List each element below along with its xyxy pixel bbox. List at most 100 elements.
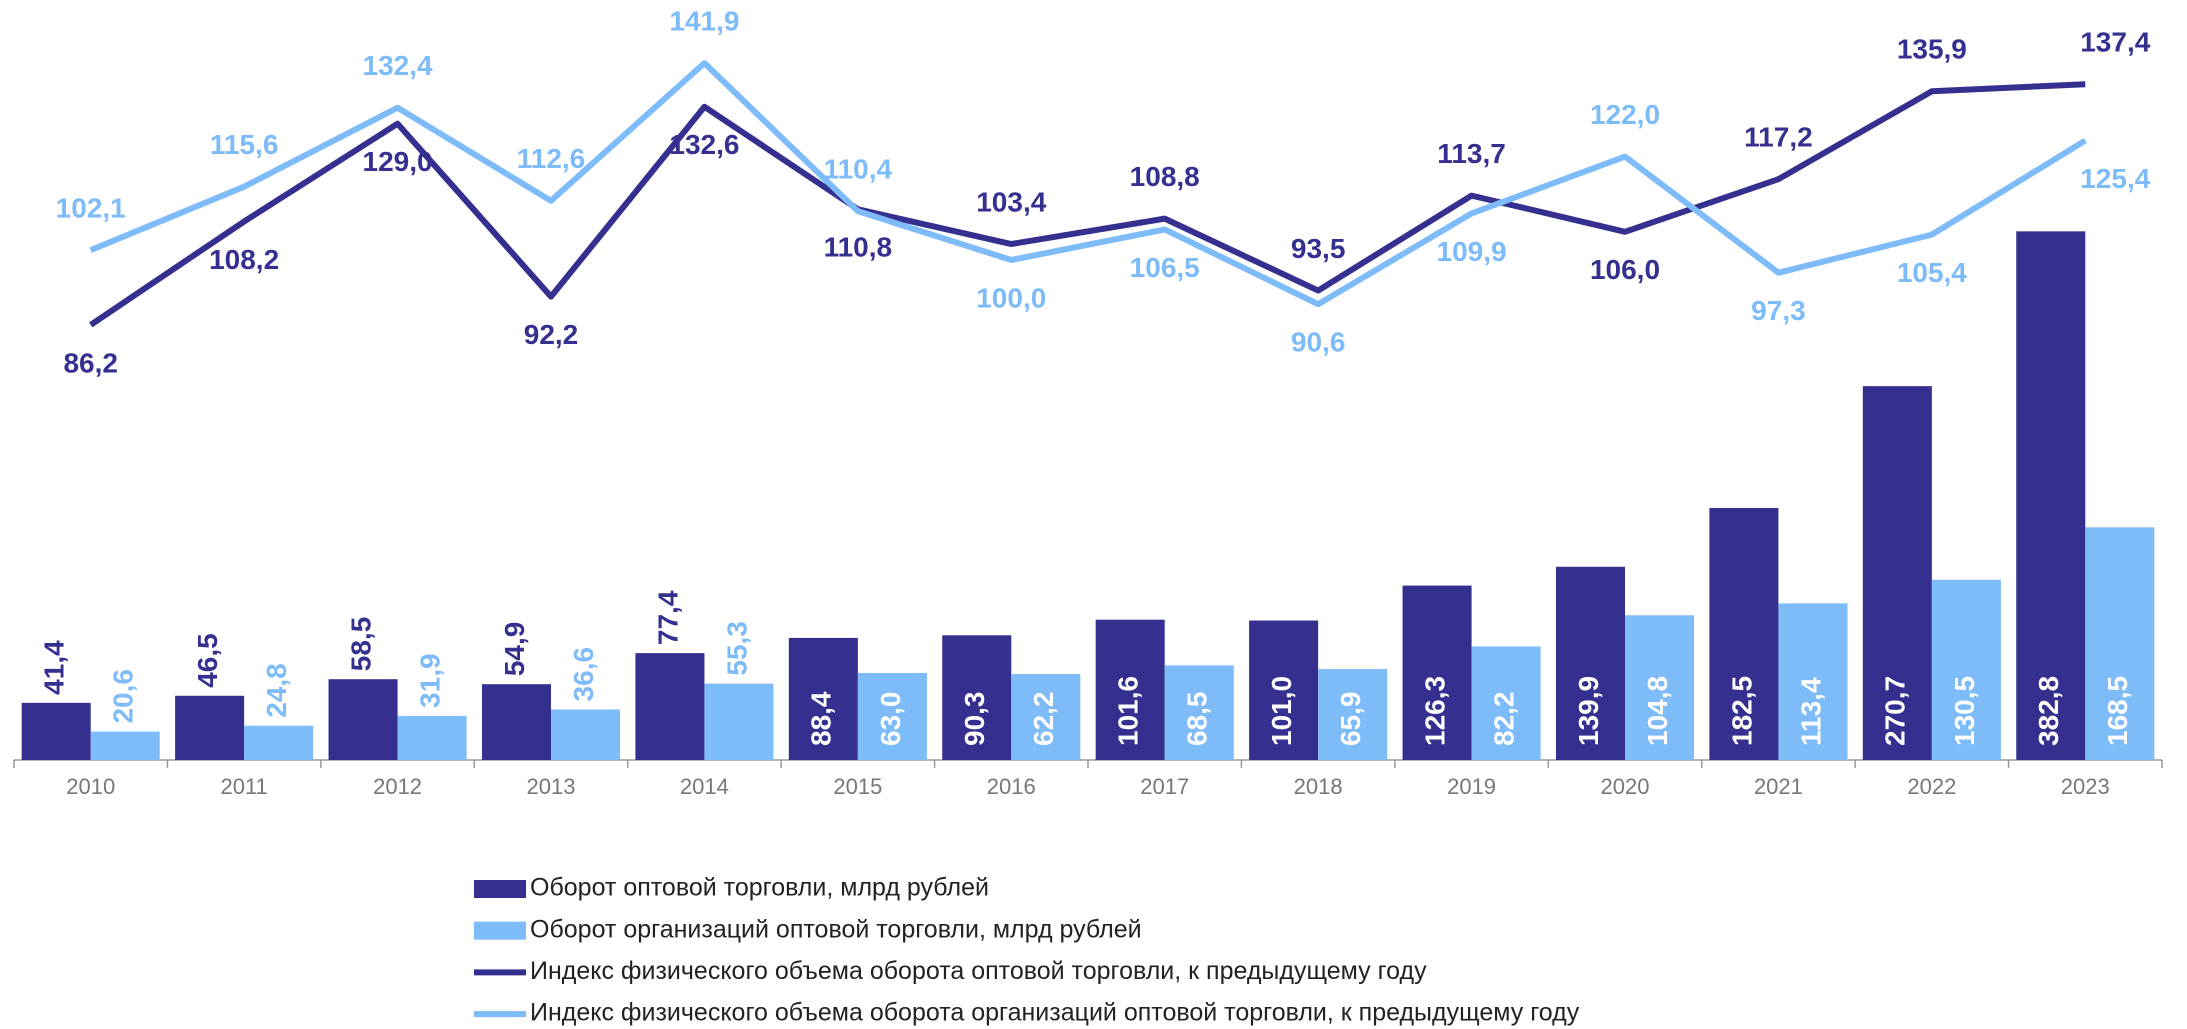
bar-value-label: 182,5 <box>1726 676 1757 746</box>
bar-value-label: 113,4 <box>1795 677 1826 746</box>
x-tick-label: 2020 <box>1601 774 1650 799</box>
bar-value-label: 90,3 <box>959 692 990 747</box>
bar-value-label: 24,8 <box>261 663 292 718</box>
bar <box>2085 527 2155 760</box>
bar <box>1709 507 1779 760</box>
bar <box>397 715 467 760</box>
bar <box>1778 603 1848 760</box>
x-tick-label: 2023 <box>2061 774 2110 799</box>
bar-value-label: 126,3 <box>1419 676 1450 746</box>
x-tick-label: 2010 <box>66 774 115 799</box>
bar-value-label: 65,9 <box>1335 692 1366 747</box>
bar-value-label: 270,7 <box>1880 676 1911 746</box>
bar-value-label: 168,5 <box>2102 676 2133 746</box>
x-tick-label: 2016 <box>987 774 1036 799</box>
line-value-label: 108,2 <box>209 244 279 275</box>
line-value-label: 110,8 <box>824 232 893 263</box>
bar <box>1402 585 1472 760</box>
line-value-label: 105,4 <box>1897 257 1967 288</box>
line-value-label: 117,2 <box>1744 122 1813 153</box>
bar <box>788 637 858 760</box>
line-value-label: 100,0 <box>976 282 1046 313</box>
bar-value-label: 68,5 <box>1182 692 1213 747</box>
bar <box>481 684 551 760</box>
bar-value-label: 41,4 <box>39 640 70 695</box>
bar-value-label: 139,9 <box>1573 676 1604 746</box>
bar <box>1164 665 1234 760</box>
x-tick-label: 2015 <box>833 774 882 799</box>
line-value-label: 135,9 <box>1897 34 1967 65</box>
bar <box>175 695 245 760</box>
line-value-label: 103,4 <box>976 186 1046 217</box>
bar-value-label: 31,9 <box>414 653 445 708</box>
bar <box>1318 668 1388 760</box>
line-value-label: 125,4 <box>2080 163 2150 194</box>
line-value-label: 92,2 <box>524 319 579 350</box>
line <box>89 81 2086 328</box>
x-tick-label: 2021 <box>1754 774 1803 799</box>
line <box>89 60 2087 308</box>
bar <box>1862 386 1932 760</box>
bar-value-label: 46,5 <box>192 633 223 688</box>
x-tick-label: 2019 <box>1447 774 1496 799</box>
bar <box>21 702 91 760</box>
line-value-label: 141,9 <box>669 5 739 36</box>
bar <box>244 725 314 760</box>
line-value-label: 109,9 <box>1437 236 1507 267</box>
bar <box>942 635 1012 760</box>
line-value-label: 86,2 <box>63 347 118 378</box>
bar <box>1555 566 1625 760</box>
bar <box>2016 231 2086 761</box>
line-value-label: 132,4 <box>363 50 433 81</box>
bar-value-label: 54,9 <box>499 622 530 677</box>
legend-label: Индекс физического объема оборота оптово… <box>530 957 1427 985</box>
bar-value-label: 88,4 <box>806 691 837 746</box>
line-value-label: 110,4 <box>824 154 893 185</box>
bar-value-label: 77,4 <box>652 590 683 645</box>
line-value-label: 115,6 <box>210 129 279 160</box>
bar-value-label: 20,6 <box>108 669 139 724</box>
line-value-label: 106,0 <box>1590 254 1660 285</box>
bar-value-label: 104,8 <box>1642 676 1673 746</box>
x-tick-label: 2013 <box>527 774 576 799</box>
line-value-label: 113,7 <box>1437 138 1506 169</box>
bar-value-label: 36,6 <box>568 647 599 702</box>
bar-value-label: 63,0 <box>875 692 906 747</box>
x-tick-label: 2017 <box>1140 774 1189 799</box>
line-value-label: 102,1 <box>56 193 126 224</box>
x-tick-label: 2011 <box>220 774 267 799</box>
line-value-label: 93,5 <box>1291 233 1346 264</box>
x-tick-label: 2018 <box>1294 774 1343 799</box>
line-value-label: 129,0 <box>363 146 433 177</box>
line-value-label: 137,4 <box>2080 27 2150 58</box>
x-tick-label: 2012 <box>373 774 422 799</box>
bar-value-label: 62,2 <box>1028 692 1059 747</box>
bar-value-label: 101,6 <box>1113 676 1144 746</box>
bar <box>1471 646 1541 760</box>
bar <box>551 709 621 760</box>
line-value-label: 132,6 <box>669 129 739 160</box>
line-value-label: 106,5 <box>1130 252 1200 283</box>
bar <box>1931 579 2001 760</box>
bar <box>704 683 774 760</box>
bar-value-label: 101,0 <box>1266 676 1297 746</box>
bar <box>1625 615 1695 760</box>
bar-value-label: 82,2 <box>1488 692 1519 747</box>
legend-label: Оборот оптовой торговли, млрд рублей <box>530 874 989 902</box>
x-tick-label: 2022 <box>1907 774 1956 799</box>
bar <box>1249 620 1319 760</box>
line-value-label: 90,6 <box>1291 327 1346 358</box>
bar <box>857 672 927 760</box>
line-value-label: 112,6 <box>517 143 586 174</box>
bar <box>1095 619 1165 760</box>
bar-value-label: 382,8 <box>2033 676 2064 746</box>
x-tick-label: 2014 <box>680 774 729 799</box>
line-value-label: 97,3 <box>1751 295 1806 326</box>
bar <box>90 731 160 760</box>
line-value-label: 108,8 <box>1130 161 1200 192</box>
line-value-label: 122,0 <box>1590 99 1660 130</box>
bar <box>328 679 398 760</box>
legend-swatch <box>474 921 526 940</box>
legend-label: Индекс физического объема оборота органи… <box>530 999 1580 1027</box>
